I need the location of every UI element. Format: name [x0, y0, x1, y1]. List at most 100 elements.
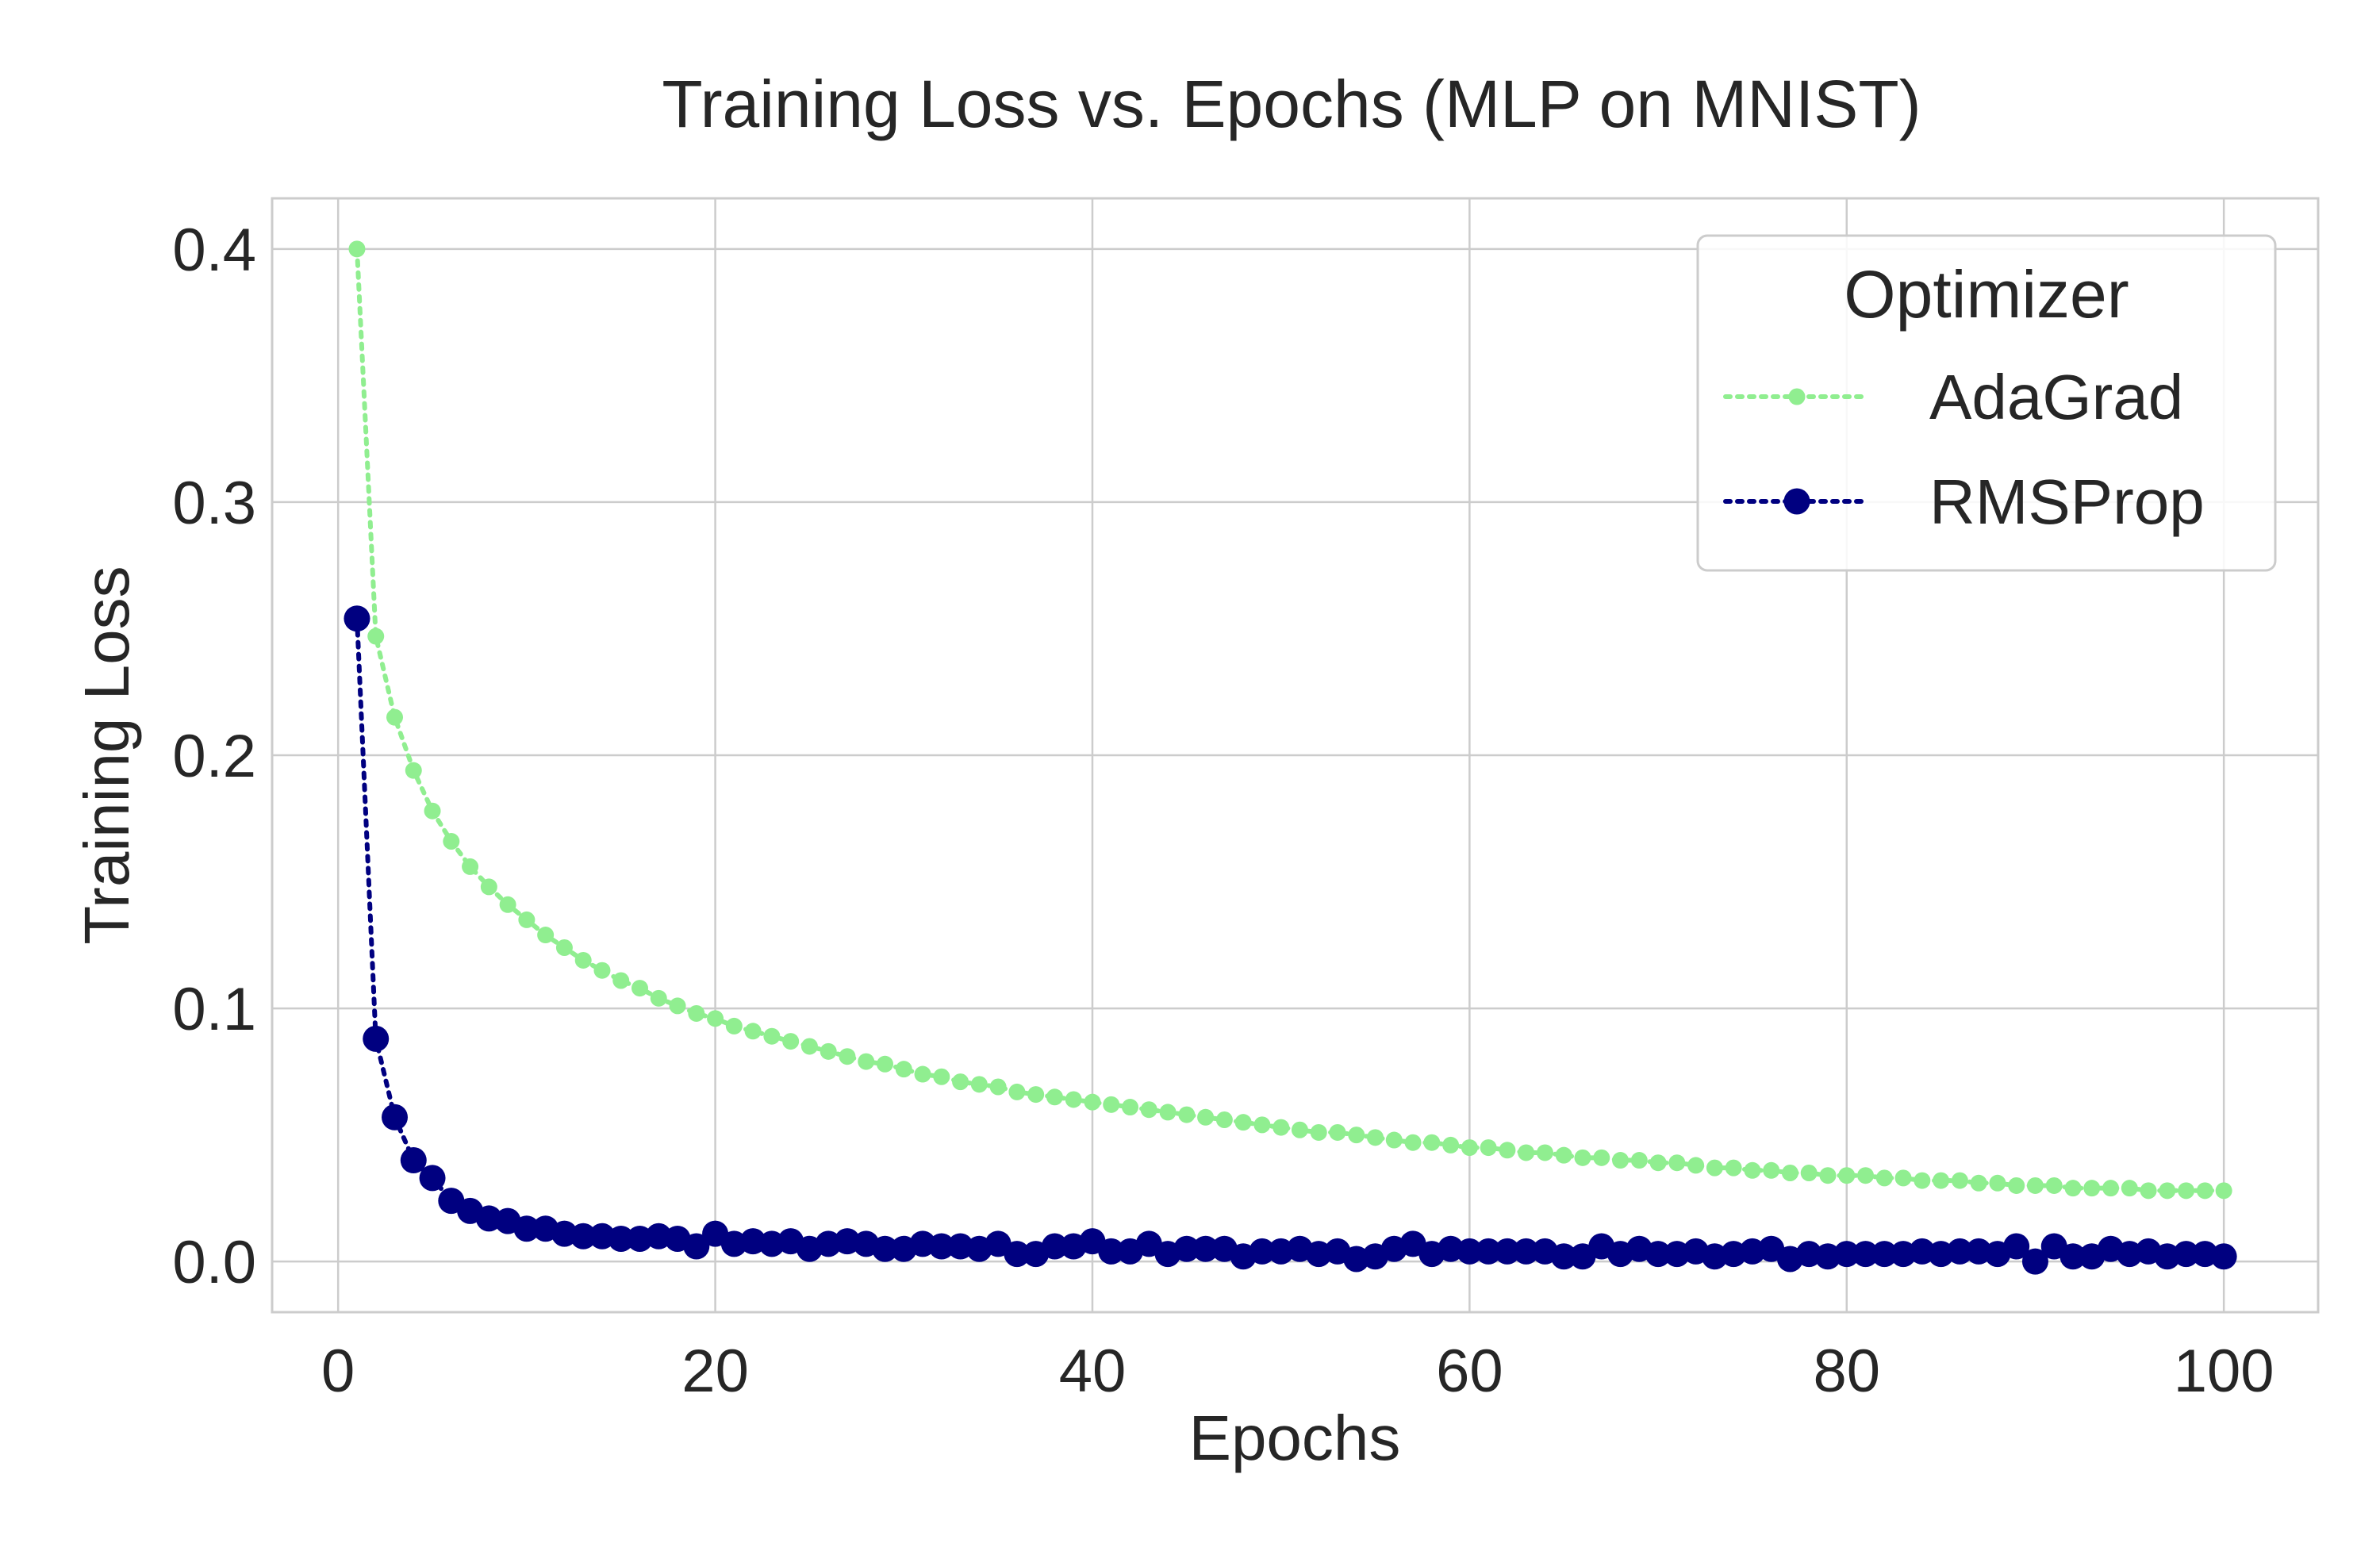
data-point-adagrad — [2140, 1182, 2157, 1200]
data-point-adagrad — [2196, 1182, 2213, 1200]
data-point-adagrad — [537, 927, 555, 944]
data-point-adagrad — [1819, 1167, 1837, 1184]
data-point-adagrad — [1178, 1106, 1196, 1123]
data-point-adagrad — [1763, 1161, 1780, 1179]
data-point-rmsprop — [2059, 1243, 2086, 1270]
data-point-rmsprop — [1004, 1241, 1031, 1268]
data-point-adagrad — [669, 997, 686, 1015]
legend-label: RMSProp — [1929, 466, 2205, 537]
data-point-adagrad — [1103, 1096, 1120, 1113]
data-point-adagrad — [612, 972, 630, 989]
data-point-rmsprop — [1041, 1233, 1068, 1260]
x-axis-label: Epochs — [1189, 1403, 1401, 1473]
data-point-adagrad — [518, 911, 536, 928]
data-point-adagrad — [1348, 1127, 1365, 1144]
data-point-adagrad — [631, 980, 649, 997]
data-point-rmsprop — [513, 1215, 540, 1242]
data-point-adagrad — [1668, 1154, 1686, 1172]
data-point-adagrad — [443, 832, 460, 850]
data-point-adagrad — [1725, 1159, 1742, 1177]
y-tick-label: 0.0 — [172, 1229, 256, 1296]
data-point-rmsprop — [382, 1104, 409, 1130]
data-point-adagrad — [1894, 1169, 1912, 1187]
data-point-rmsprop — [419, 1165, 446, 1192]
data-point-rmsprop — [2210, 1243, 2237, 1270]
data-point-rmsprop — [1852, 1241, 1879, 1268]
data-point-rmsprop — [872, 1235, 899, 1262]
y-tick-label: 0.1 — [172, 976, 256, 1043]
data-point-rmsprop — [1871, 1241, 1898, 1268]
data-point-rmsprop — [1946, 1238, 1973, 1265]
data-point-adagrad — [725, 1017, 743, 1035]
data-point-adagrad — [1630, 1152, 1648, 1169]
data-point-rmsprop — [400, 1147, 427, 1174]
data-point-adagrad — [1046, 1088, 1063, 1106]
data-point-adagrad — [405, 762, 422, 779]
data-point-adagrad — [2121, 1180, 2138, 1197]
y-tick-label: 0.2 — [172, 723, 256, 790]
data-point-rmsprop — [1494, 1238, 1521, 1265]
data-point-adagrad — [1008, 1083, 1026, 1100]
data-point-adagrad — [1555, 1146, 1572, 1164]
data-point-adagrad — [2008, 1177, 2025, 1194]
data-point-rmsprop — [1098, 1238, 1125, 1265]
data-point-adagrad — [593, 962, 611, 979]
data-point-rmsprop — [1456, 1238, 1483, 1265]
data-point-adagrad — [424, 802, 441, 820]
data-point-rmsprop — [570, 1223, 597, 1250]
data-point-rmsprop — [2003, 1233, 2030, 1260]
legend-label: AdaGrad — [1929, 362, 2183, 432]
data-point-adagrad — [1480, 1139, 1497, 1157]
data-point-adagrad — [1989, 1174, 2006, 1192]
x-tick-label: 20 — [681, 1338, 749, 1405]
series-rmsprop — [344, 605, 2237, 1275]
x-tick-label: 40 — [1059, 1338, 1127, 1405]
data-point-rmsprop — [683, 1233, 710, 1260]
y-axis-label: Training Loss — [71, 566, 142, 944]
data-point-adagrad — [820, 1042, 837, 1060]
data-point-adagrad — [1385, 1131, 1403, 1149]
data-point-adagrad — [895, 1061, 912, 1078]
data-point-rmsprop — [928, 1233, 955, 1260]
data-point-adagrad — [1687, 1157, 1705, 1174]
data-point-adagrad — [2045, 1177, 2063, 1194]
data-point-rmsprop — [363, 1025, 390, 1052]
data-point-adagrad — [1215, 1111, 1233, 1128]
data-point-adagrad — [763, 1027, 781, 1045]
data-point-adagrad — [1951, 1172, 1968, 1189]
data-point-rmsprop — [1475, 1238, 1502, 1265]
data-point-adagrad — [1273, 1119, 1290, 1136]
data-point-adagrad — [1800, 1165, 1818, 1181]
data-point-rmsprop — [1645, 1241, 1672, 1268]
data-point-adagrad — [989, 1078, 1007, 1096]
data-point-adagrad — [1404, 1134, 1422, 1151]
chart-title: Training Loss vs. Epochs (MLP on MNIST) — [662, 67, 1921, 141]
data-point-adagrad — [1291, 1121, 1308, 1138]
data-point-adagrad — [2102, 1180, 2120, 1197]
data-point-adagrad — [1442, 1136, 1460, 1154]
data-point-rmsprop — [2021, 1248, 2048, 1275]
y-tick-label: 0.3 — [172, 470, 256, 537]
data-point-adagrad — [1122, 1099, 1139, 1116]
data-point-adagrad — [1574, 1149, 1591, 1166]
data-point-adagrad — [1536, 1144, 1553, 1161]
data-point-adagrad — [1706, 1159, 1723, 1177]
x-tick-label: 0 — [321, 1338, 355, 1405]
data-point-adagrad — [1838, 1167, 1856, 1184]
data-point-adagrad — [2064, 1180, 2082, 1197]
series-adagrad — [348, 240, 2232, 1200]
data-point-adagrad — [499, 896, 516, 913]
data-point-adagrad — [1612, 1152, 1630, 1169]
data-point-adagrad — [574, 951, 592, 969]
data-point-adagrad — [386, 708, 404, 726]
data-point-adagrad — [914, 1065, 931, 1083]
legend-entries: AdaGrad RMSProp — [1723, 362, 2205, 537]
data-point-adagrad — [1875, 1169, 1893, 1187]
legend: Optimizer AdaGrad RMSProp — [1696, 234, 2277, 572]
data-series — [344, 240, 2237, 1275]
data-point-adagrad — [1857, 1167, 1875, 1184]
data-point-adagrad — [348, 240, 366, 258]
data-point-adagrad — [952, 1073, 969, 1091]
data-point-adagrad — [2178, 1182, 2195, 1200]
